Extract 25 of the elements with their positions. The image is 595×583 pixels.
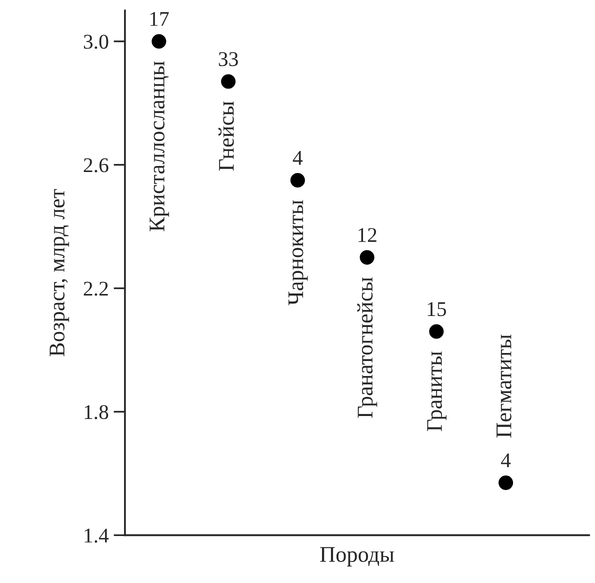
annotation: 12 (358, 228, 376, 242)
x-tick-label: Чарнокиты (288, 200, 308, 306)
x-tick-label: Пегматиты (496, 334, 512, 438)
y-tick-label: 2.6 (84, 158, 108, 172)
point (360, 250, 374, 265)
point (221, 74, 236, 89)
x-tick-label: Гнейсы (218, 101, 234, 171)
y-tick-label: 2.2 (84, 282, 108, 296)
point (429, 324, 444, 339)
x-tick-label: Граниты (427, 351, 447, 432)
y-axis-title: Возраст, млрд лет (50, 189, 70, 356)
y-tick-label: 3.0 (84, 34, 108, 49)
y-tick-label: 1.4 (84, 528, 109, 543)
annotation: 4 (501, 453, 511, 468)
x-axis-title: Породы (320, 547, 394, 566)
x-tick-label: Кристаллосланцы (150, 61, 170, 232)
point (152, 34, 166, 49)
annotation: 4 (292, 150, 303, 165)
annotation: 33 (218, 52, 238, 66)
annotation: 17 (150, 12, 169, 26)
y-tick-label: 1.8 (84, 405, 108, 420)
x-tick-label: Гранатогнейсы (357, 277, 378, 418)
annotation: 15 (428, 302, 446, 316)
point (290, 172, 305, 188)
point (498, 475, 514, 490)
